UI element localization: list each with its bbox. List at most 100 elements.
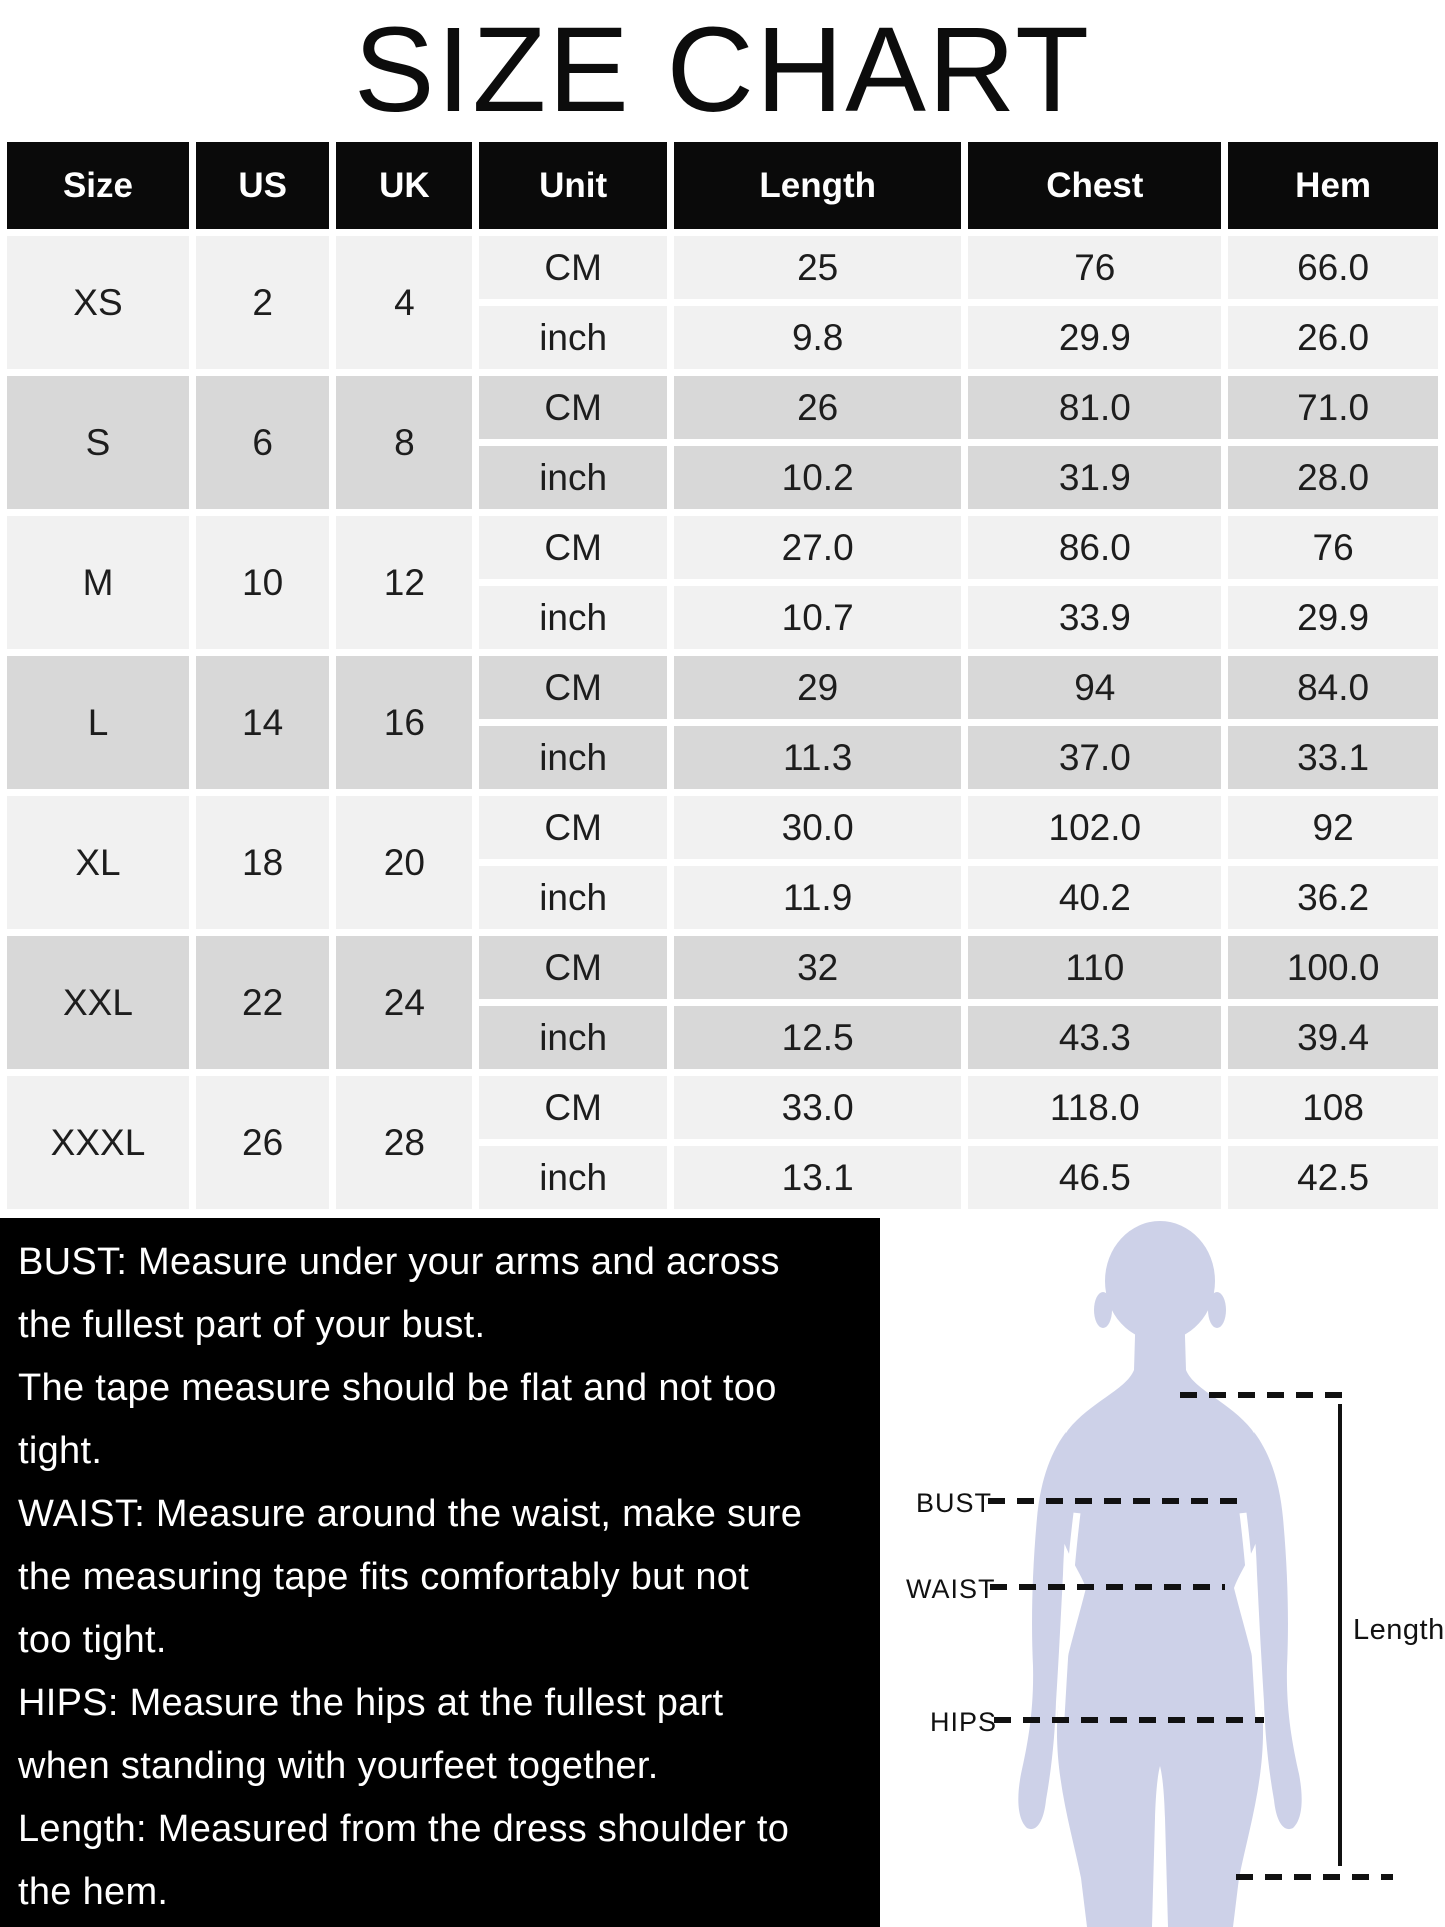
instruction-line: tight.	[18, 1430, 103, 1472]
cell-hem: 26.0	[1228, 306, 1438, 369]
cell-us: 18	[195, 796, 330, 929]
cell-uk: 16	[336, 656, 473, 789]
table-row: inch 11.9 40.2 36.2	[7, 866, 1438, 929]
waist-dash-line	[990, 1584, 1225, 1590]
cell-unit: inch	[479, 586, 667, 649]
measurement-instructions: BUST: Measure under your arms and across…	[0, 1218, 880, 1927]
table-row: inch 10.2 31.9 28.0	[7, 446, 1438, 509]
cell-unit: CM	[479, 1076, 667, 1139]
cell-chest: 33.9	[968, 586, 1222, 649]
table-row: XXXL 26 28 CM 33.0 118.0 108	[7, 1076, 1438, 1209]
cell-length: 11.9	[673, 866, 962, 929]
cell-hem: 76	[1228, 516, 1438, 579]
cell-hem: 33.1	[1228, 726, 1438, 789]
cell-unit: inch	[479, 866, 667, 929]
table-row: inch 10.7 33.9 29.9	[7, 586, 1438, 649]
cell-us: 10	[195, 516, 330, 649]
cell-us: 22	[195, 936, 330, 1069]
cell-size: XXXL	[7, 1076, 189, 1209]
header-us: US	[195, 142, 330, 229]
cell-uk: 28	[336, 1076, 473, 1209]
cell-hem: 84.0	[1228, 656, 1438, 719]
cell-chest: 102.0	[968, 796, 1222, 859]
cell-unit: inch	[479, 306, 667, 369]
cell-us: 2	[195, 236, 330, 369]
cell-unit: CM	[479, 936, 667, 999]
cell-chest: 31.9	[968, 446, 1222, 509]
table-row: S 6 8 CM 26 81.0 71.0	[7, 376, 1438, 509]
cell-length: 32	[673, 936, 962, 999]
cell-length: 10.7	[673, 586, 962, 649]
instruction-line: too tight.	[18, 1619, 167, 1661]
bust-label: BUST	[916, 1488, 993, 1518]
cell-chest: 86.0	[968, 516, 1222, 579]
cell-unit: inch	[479, 1006, 667, 1069]
length-measure-line	[1338, 1404, 1342, 1866]
cell-hem: 100.0	[1228, 936, 1438, 999]
cell-length: 11.3	[673, 726, 962, 789]
cell-hem: 66.0	[1228, 236, 1438, 299]
cell-hem: 28.0	[1228, 446, 1438, 509]
cell-size: XL	[7, 796, 189, 929]
table-row: inch 12.5 43.3 39.4	[7, 1006, 1438, 1069]
table-row: M 10 12 CM 27.0 86.0 76	[7, 516, 1438, 649]
cell-length: 13.1	[673, 1146, 962, 1209]
bust-dash-line	[988, 1498, 1238, 1504]
measurement-guide-section: BUST: Measure under your arms and across…	[0, 1218, 1445, 1927]
table-row: XS 2 4 CM 25 76 66.0	[7, 236, 1438, 369]
page-title: SIZE CHART	[353, 1, 1092, 137]
instruction-line: the fullest part of your bust.	[18, 1304, 486, 1346]
cell-length: 27.0	[673, 516, 962, 579]
cell-us: 26	[195, 1076, 330, 1209]
cell-hem: 108	[1228, 1076, 1438, 1139]
header-size: Size	[7, 142, 189, 229]
cell-uk: 20	[336, 796, 473, 929]
cell-hem: 39.4	[1228, 1006, 1438, 1069]
cell-chest: 37.0	[968, 726, 1222, 789]
cell-unit: CM	[479, 656, 667, 719]
cell-chest: 76	[968, 236, 1222, 299]
cell-length: 25	[673, 236, 962, 299]
body-measurement-diagram: BUST WAIST HIPS Length	[880, 1218, 1445, 1927]
cell-length: 30.0	[673, 796, 962, 859]
cell-size: XS	[7, 236, 189, 369]
size-table: Size US UK Unit Length Chest Hem XS 2 4 …	[0, 135, 1445, 1216]
instruction-line: the hem.	[18, 1871, 169, 1913]
cell-length: 26	[673, 376, 962, 439]
hips-label: HIPS	[930, 1707, 998, 1737]
shoulder-dash-line	[1180, 1392, 1352, 1398]
header-row: Size US UK Unit Length Chest Hem	[7, 142, 1438, 229]
cell-hem: 42.5	[1228, 1146, 1438, 1209]
instruction-line: the measuring tape fits comfortably but …	[18, 1556, 750, 1598]
instruction-line: Length: Measured from the dress shoulder…	[18, 1808, 790, 1850]
cell-length: 9.8	[673, 306, 962, 369]
cell-size: XXL	[7, 936, 189, 1069]
cell-unit: CM	[479, 376, 667, 439]
cell-chest: 81.0	[968, 376, 1222, 439]
instruction-line: when standing with yourfeet together.	[18, 1745, 659, 1787]
instruction-line: The tape measure should be flat and not …	[18, 1367, 777, 1409]
instruction-line: HIPS: Measure the hips at the fullest pa…	[18, 1682, 724, 1724]
cell-unit: CM	[479, 796, 667, 859]
hem-dash-line	[1236, 1874, 1393, 1880]
table-row: XXL 22 24 CM 32 110 100.0	[7, 936, 1438, 1069]
table-row: inch 13.1 46.5 42.5	[7, 1146, 1438, 1209]
cell-unit: inch	[479, 726, 667, 789]
header-uk: UK	[336, 142, 473, 229]
cell-unit: inch	[479, 1146, 667, 1209]
cell-us: 14	[195, 656, 330, 789]
hips-dash-line	[994, 1717, 1264, 1723]
cell-chest: 110	[968, 936, 1222, 999]
female-body-silhouette	[1018, 1221, 1302, 1927]
table-row: L 14 16 CM 29 94 84.0	[7, 656, 1438, 789]
header-length: Length	[673, 142, 962, 229]
cell-length: 10.2	[673, 446, 962, 509]
cell-chest: 43.3	[968, 1006, 1222, 1069]
header-chest: Chest	[968, 142, 1222, 229]
table-row: inch 11.3 37.0 33.1	[7, 726, 1438, 789]
cell-size: M	[7, 516, 189, 649]
header-unit: Unit	[479, 142, 667, 229]
table-row: inch 9.8 29.9 26.0	[7, 306, 1438, 369]
cell-us: 6	[195, 376, 330, 509]
